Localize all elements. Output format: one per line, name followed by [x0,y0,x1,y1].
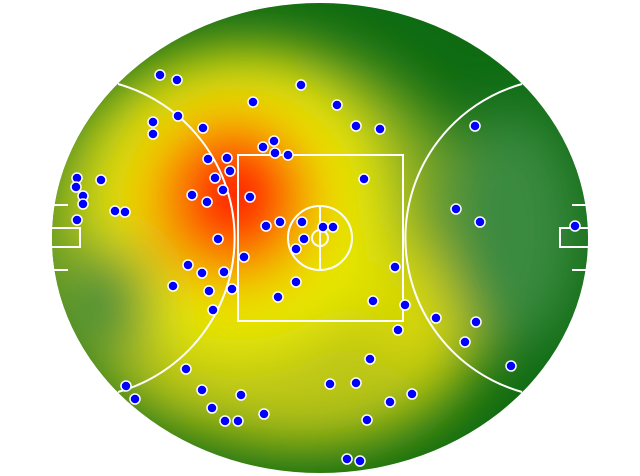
point [406,388,418,400]
point [203,285,215,297]
point [167,280,179,292]
point [358,173,370,185]
point [196,267,208,279]
point [569,220,581,232]
point [218,266,230,278]
point [430,312,442,324]
point [298,233,310,245]
point [350,120,362,132]
point [120,380,132,392]
point [212,233,224,245]
point [367,295,379,307]
point [232,415,244,427]
point [235,389,247,401]
point [247,96,259,108]
point [290,276,302,288]
point [324,378,336,390]
point [331,99,343,111]
point [71,214,83,226]
point [129,393,141,405]
point [505,360,517,372]
point [119,206,131,218]
point [361,414,373,426]
point [226,283,238,295]
point [154,69,166,81]
point [224,165,236,177]
point [109,205,121,217]
point [474,216,486,228]
point [244,191,256,203]
point [172,110,184,122]
point [95,174,107,186]
point [260,220,272,232]
point [207,304,219,316]
point [350,377,362,389]
point [182,259,194,271]
point [341,453,353,465]
point [327,221,339,233]
point [354,455,366,467]
point [295,79,307,91]
field-lines [52,83,588,393]
point [217,184,229,196]
point [171,74,183,86]
point [201,196,213,208]
point [399,299,411,311]
point [147,116,159,128]
point [290,243,302,255]
point [209,172,221,184]
point [197,122,209,134]
point [374,123,386,135]
point [459,336,471,348]
point [219,415,231,427]
points [70,69,581,467]
point [196,384,208,396]
point [296,216,308,228]
point [147,128,159,140]
point [70,181,82,193]
point [274,216,286,228]
point [317,221,329,233]
point [469,120,481,132]
point [364,353,376,365]
point [238,251,250,263]
point [392,324,404,336]
point [450,203,462,215]
point [202,153,214,165]
point [186,189,198,201]
point [221,152,233,164]
point [389,261,401,273]
point [282,149,294,161]
point [470,316,482,328]
point [180,363,192,375]
point [206,402,218,414]
point [77,198,89,210]
point [258,408,270,420]
point [269,147,281,159]
point [257,141,269,153]
point [384,396,396,408]
point [268,135,280,147]
point [272,291,284,303]
